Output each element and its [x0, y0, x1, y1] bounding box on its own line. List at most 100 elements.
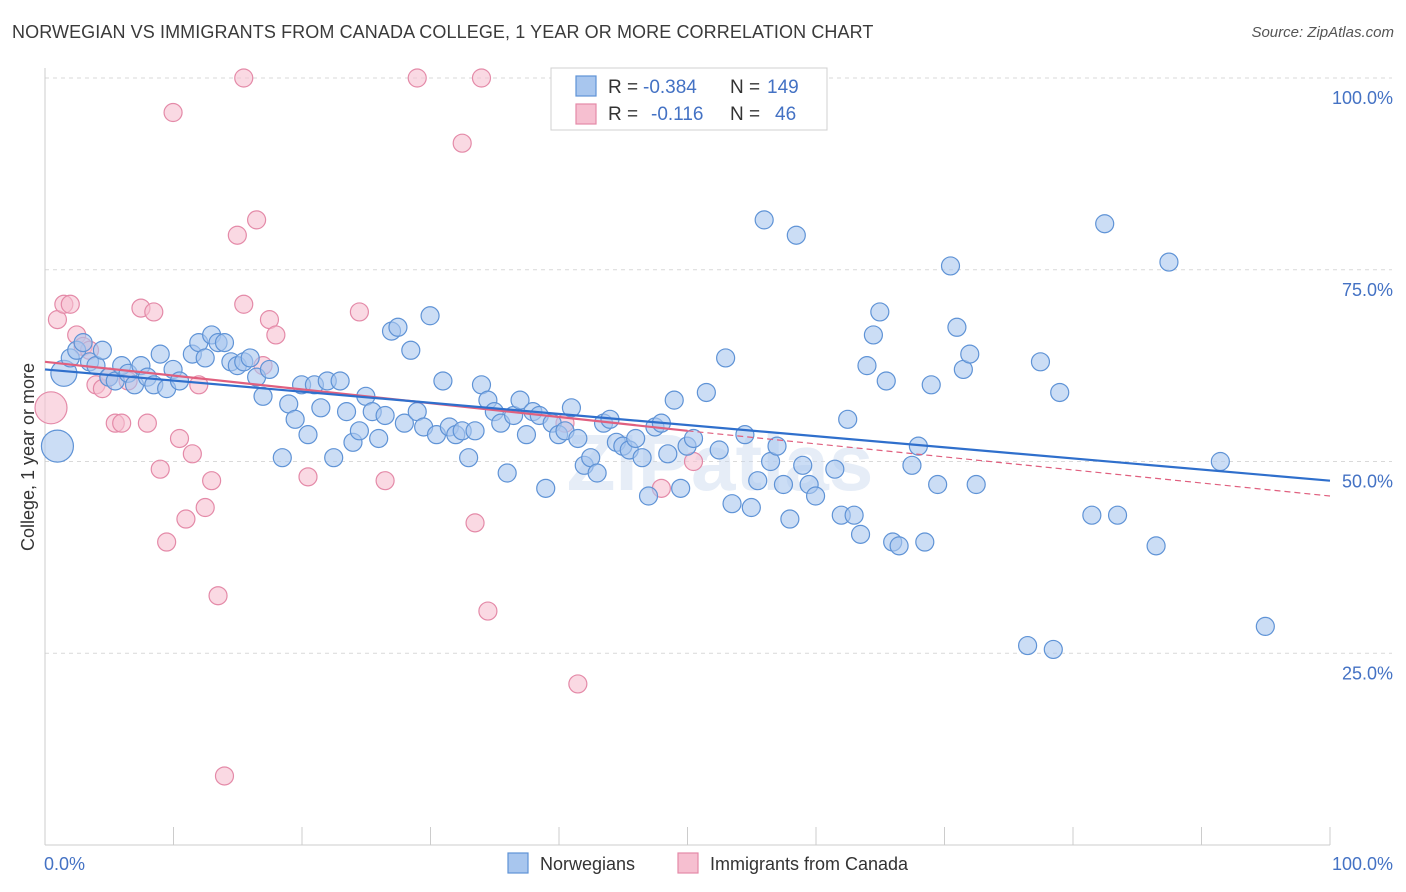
norwegians-point: [966, 474, 986, 495]
stats-r-value-blue: -0.384: [643, 77, 697, 98]
norwegians-point: [773, 474, 794, 495]
norwegians-point: [195, 348, 215, 368]
immigrants-canada-point: [195, 497, 215, 518]
norwegians-point: [902, 455, 922, 475]
immigrants-canada-point: [189, 375, 209, 395]
norwegians-point: [497, 463, 517, 483]
immigrants-canada-point: [137, 413, 157, 433]
immigrants-canada-point: [266, 325, 286, 345]
norwegians-point: [940, 256, 961, 276]
norwegians-point: [324, 448, 344, 468]
norwegians-point: [921, 375, 941, 395]
norwegians-point: [536, 478, 556, 498]
norwegians-point: [928, 474, 948, 495]
norwegians-point: [272, 448, 292, 468]
norwegians-point: [748, 471, 768, 491]
norwegians-point: [870, 302, 890, 322]
immigrants-canada-point: [208, 586, 228, 606]
immigrants-canada-point: [169, 428, 190, 449]
norwegians-point: [838, 409, 858, 429]
norwegians-point: [825, 459, 845, 479]
y-tick-label: 25.0%: [1342, 663, 1393, 683]
norwegians-point: [915, 532, 935, 552]
immigrants-canada-point: [234, 294, 254, 314]
stats-r-label-pink: R =: [608, 104, 638, 125]
norwegians-point: [889, 536, 909, 556]
norwegians-point: [568, 428, 588, 449]
immigrants-canada-point: [157, 532, 177, 552]
norwegians-point: [786, 225, 806, 245]
stats-legend-swatch-pink: [575, 103, 597, 125]
norwegians-point: [420, 306, 440, 326]
norwegians-point: [259, 359, 280, 380]
legend-swatch-norwegians: [507, 852, 529, 874]
norwegians-point: [658, 444, 678, 464]
norwegians-point: [349, 421, 369, 441]
y-tick-label: 100.0%: [1332, 88, 1393, 108]
norwegians-point: [298, 425, 318, 445]
stats-legend-box: [550, 67, 828, 131]
norwegians-point: [780, 509, 800, 529]
immigrants-canada-point: [234, 68, 254, 88]
norwegians-point: [369, 428, 389, 449]
norwegians-point: [1082, 505, 1102, 525]
stats-n-label-blue: N =: [730, 77, 760, 98]
stats-legend: R = -0.384 N = 149 R = -0.116 N = 46: [550, 67, 828, 131]
norwegians-point: [394, 413, 414, 433]
immigrants-canada-point: [465, 513, 485, 533]
immigrants-canada-point: [60, 294, 80, 314]
immigrants-canada-point: [34, 391, 68, 425]
immigrants-canada-point: [478, 601, 498, 621]
immigrants-canada-trend-extension: [687, 430, 1331, 497]
norwegians-point: [73, 333, 93, 353]
immigrants-canada-point: [176, 509, 196, 529]
blue-points-group: [40, 210, 1275, 660]
y-tick-label: 75.0%: [1342, 280, 1393, 300]
norwegians-point: [1043, 639, 1063, 660]
norwegians-point: [947, 317, 967, 337]
immigrants-canada-point: [298, 467, 318, 487]
immigrants-canada-point: [407, 68, 427, 88]
stats-n-value-blue: 149: [767, 77, 799, 98]
norwegians-point: [1159, 252, 1179, 272]
x-tick-label-start: 0.0%: [44, 854, 85, 874]
norwegians-point: [696, 382, 716, 403]
norwegians-point: [844, 505, 864, 525]
norwegians-point: [793, 455, 813, 475]
norwegians-point: [587, 463, 607, 483]
immigrants-canada-point: [214, 766, 235, 786]
norwegians-point: [388, 317, 408, 337]
norwegians-point: [1095, 214, 1115, 234]
immigrants-canada-point: [568, 674, 588, 694]
series-legend: Norwegians Immigrants from Canada: [507, 852, 909, 874]
immigrants-canada-point: [182, 444, 202, 464]
norwegians-point: [754, 210, 774, 230]
norwegians-point: [664, 390, 684, 410]
norwegians-point: [1030, 352, 1051, 372]
norwegians-point: [1017, 635, 1038, 656]
immigrants-canada-point: [349, 302, 369, 322]
norwegians-point: [510, 390, 530, 410]
immigrants-canada-point: [202, 471, 222, 491]
immigrants-canada-point: [150, 459, 170, 479]
norwegians-point: [850, 524, 871, 544]
stats-n-value-pink: 46: [775, 104, 796, 125]
norwegians-point: [741, 497, 761, 518]
immigrants-canada-point: [227, 225, 247, 245]
x-tick-label-end: 100.0%: [1332, 854, 1393, 874]
chart-source: Source: ZipAtlas.com: [1251, 24, 1394, 41]
norwegians-point: [632, 448, 652, 468]
norwegians-point: [960, 344, 980, 364]
stats-r-label-blue: R =: [608, 77, 638, 98]
norwegians-point: [735, 425, 755, 445]
norwegians-point: [240, 348, 260, 368]
norwegians-point: [401, 340, 421, 360]
y-tick-labels: 25.0% 50.0% 75.0% 100.0%: [1332, 88, 1393, 683]
trend-layer: [44, 360, 1331, 497]
norwegians-point: [716, 348, 736, 368]
immigrants-canada-point: [247, 210, 267, 230]
norwegians-point: [253, 386, 273, 406]
norwegians-point: [433, 371, 453, 391]
stats-legend-swatch-blue: [575, 75, 597, 97]
